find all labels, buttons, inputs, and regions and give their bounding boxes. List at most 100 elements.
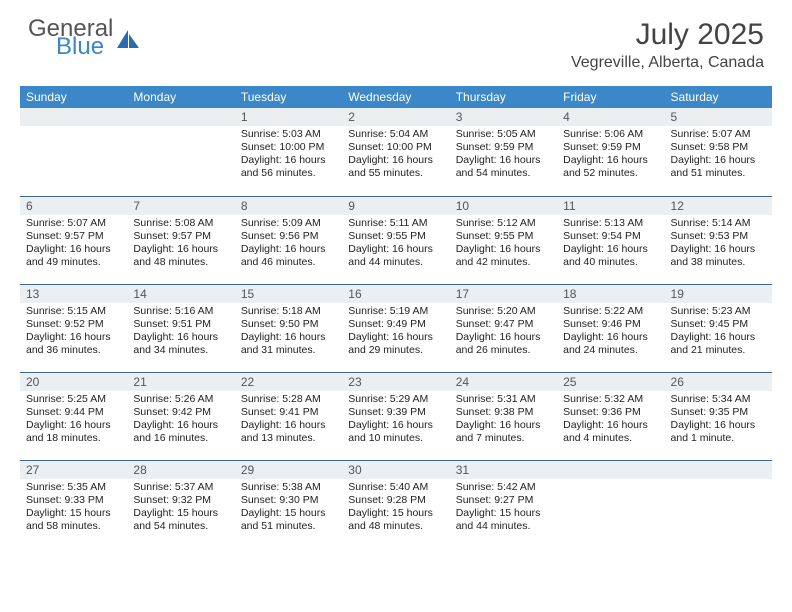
day-number: 11	[557, 197, 664, 215]
day-cell: 25Sunrise: 5:32 AMSunset: 9:36 PMDayligh…	[557, 372, 664, 460]
day-number: 28	[127, 461, 234, 479]
day-cell: 7Sunrise: 5:08 AMSunset: 9:57 PMDaylight…	[127, 196, 234, 284]
day-cell: 4Sunrise: 5:06 AMSunset: 9:59 PMDaylight…	[557, 108, 664, 196]
day-cell: 17Sunrise: 5:20 AMSunset: 9:47 PMDayligh…	[450, 284, 557, 372]
day-header-tuesday: Tuesday	[235, 86, 342, 108]
day-cell: 9Sunrise: 5:11 AMSunset: 9:55 PMDaylight…	[342, 196, 449, 284]
day-content: Sunrise: 5:09 AMSunset: 9:56 PMDaylight:…	[235, 215, 342, 274]
day-content: Sunrise: 5:08 AMSunset: 9:57 PMDaylight:…	[127, 215, 234, 274]
day-content: Sunrise: 5:42 AMSunset: 9:27 PMDaylight:…	[450, 479, 557, 538]
day-content: Sunrise: 5:06 AMSunset: 9:59 PMDaylight:…	[557, 126, 664, 185]
day-number: 16	[342, 285, 449, 303]
day-content: Sunrise: 5:15 AMSunset: 9:52 PMDaylight:…	[20, 303, 127, 362]
day-content: Sunrise: 5:29 AMSunset: 9:39 PMDaylight:…	[342, 391, 449, 450]
day-content: Sunrise: 5:28 AMSunset: 9:41 PMDaylight:…	[235, 391, 342, 450]
day-number: 3	[450, 108, 557, 126]
empty-cell	[20, 108, 127, 196]
day-number: 9	[342, 197, 449, 215]
week-row: 13Sunrise: 5:15 AMSunset: 9:52 PMDayligh…	[20, 284, 772, 372]
day-content: Sunrise: 5:20 AMSunset: 9:47 PMDaylight:…	[450, 303, 557, 362]
day-number: 17	[450, 285, 557, 303]
day-number: 10	[450, 197, 557, 215]
day-number: 14	[127, 285, 234, 303]
day-content: Sunrise: 5:13 AMSunset: 9:54 PMDaylight:…	[557, 215, 664, 274]
sail-icon	[117, 30, 139, 48]
day-number: 30	[342, 461, 449, 479]
day-number: 26	[665, 373, 772, 391]
day-number: 21	[127, 373, 234, 391]
day-number: 29	[235, 461, 342, 479]
day-number: 12	[665, 197, 772, 215]
day-number: 5	[665, 108, 772, 126]
day-content: Sunrise: 5:32 AMSunset: 9:36 PMDaylight:…	[557, 391, 664, 450]
day-header-wednesday: Wednesday	[342, 86, 449, 108]
day-number	[20, 108, 127, 126]
day-content: Sunrise: 5:07 AMSunset: 9:58 PMDaylight:…	[665, 126, 772, 185]
empty-cell	[127, 108, 234, 196]
week-row: 20Sunrise: 5:25 AMSunset: 9:44 PMDayligh…	[20, 372, 772, 460]
day-cell: 1Sunrise: 5:03 AMSunset: 10:00 PMDayligh…	[235, 108, 342, 196]
day-number	[557, 461, 664, 479]
day-number	[127, 108, 234, 126]
day-number: 20	[20, 373, 127, 391]
day-number: 31	[450, 461, 557, 479]
logo-text: General Blue	[28, 18, 113, 57]
day-content: Sunrise: 5:11 AMSunset: 9:55 PMDaylight:…	[342, 215, 449, 274]
day-cell: 5Sunrise: 5:07 AMSunset: 9:58 PMDaylight…	[665, 108, 772, 196]
location: Vegreville, Alberta, Canada	[571, 54, 764, 72]
day-cell: 3Sunrise: 5:05 AMSunset: 9:59 PMDaylight…	[450, 108, 557, 196]
day-header-monday: Monday	[127, 86, 234, 108]
day-content: Sunrise: 5:07 AMSunset: 9:57 PMDaylight:…	[20, 215, 127, 274]
day-header-thursday: Thursday	[450, 86, 557, 108]
day-number: 1	[235, 108, 342, 126]
day-number: 4	[557, 108, 664, 126]
day-content: Sunrise: 5:22 AMSunset: 9:46 PMDaylight:…	[557, 303, 664, 362]
day-cell: 6Sunrise: 5:07 AMSunset: 9:57 PMDaylight…	[20, 196, 127, 284]
day-number: 15	[235, 285, 342, 303]
calendar-header-row: SundayMondayTuesdayWednesdayThursdayFrid…	[20, 86, 772, 108]
day-cell: 27Sunrise: 5:35 AMSunset: 9:33 PMDayligh…	[20, 460, 127, 548]
day-cell: 20Sunrise: 5:25 AMSunset: 9:44 PMDayligh…	[20, 372, 127, 460]
week-row: 27Sunrise: 5:35 AMSunset: 9:33 PMDayligh…	[20, 460, 772, 548]
day-content: Sunrise: 5:18 AMSunset: 9:50 PMDaylight:…	[235, 303, 342, 362]
day-number: 25	[557, 373, 664, 391]
header: General Blue July 2025 Vegreville, Alber…	[0, 0, 792, 80]
day-cell: 10Sunrise: 5:12 AMSunset: 9:55 PMDayligh…	[450, 196, 557, 284]
day-cell: 30Sunrise: 5:40 AMSunset: 9:28 PMDayligh…	[342, 460, 449, 548]
day-number: 19	[665, 285, 772, 303]
day-content: Sunrise: 5:04 AMSunset: 10:00 PMDaylight…	[342, 126, 449, 185]
day-cell: 31Sunrise: 5:42 AMSunset: 9:27 PMDayligh…	[450, 460, 557, 548]
day-content: Sunrise: 5:25 AMSunset: 9:44 PMDaylight:…	[20, 391, 127, 450]
day-cell: 28Sunrise: 5:37 AMSunset: 9:32 PMDayligh…	[127, 460, 234, 548]
day-content: Sunrise: 5:16 AMSunset: 9:51 PMDaylight:…	[127, 303, 234, 362]
day-number: 13	[20, 285, 127, 303]
day-content: Sunrise: 5:12 AMSunset: 9:55 PMDaylight:…	[450, 215, 557, 274]
day-number	[665, 461, 772, 479]
week-row: 6Sunrise: 5:07 AMSunset: 9:57 PMDaylight…	[20, 196, 772, 284]
day-header-saturday: Saturday	[665, 86, 772, 108]
day-number: 24	[450, 373, 557, 391]
day-number: 8	[235, 197, 342, 215]
day-number: 2	[342, 108, 449, 126]
day-number: 18	[557, 285, 664, 303]
day-cell: 2Sunrise: 5:04 AMSunset: 10:00 PMDayligh…	[342, 108, 449, 196]
day-content: Sunrise: 5:40 AMSunset: 9:28 PMDaylight:…	[342, 479, 449, 538]
empty-cell	[665, 460, 772, 548]
day-cell: 16Sunrise: 5:19 AMSunset: 9:49 PMDayligh…	[342, 284, 449, 372]
calendar-table: SundayMondayTuesdayWednesdayThursdayFrid…	[20, 86, 772, 548]
day-number: 6	[20, 197, 127, 215]
day-cell: 14Sunrise: 5:16 AMSunset: 9:51 PMDayligh…	[127, 284, 234, 372]
day-cell: 29Sunrise: 5:38 AMSunset: 9:30 PMDayligh…	[235, 460, 342, 548]
day-content: Sunrise: 5:03 AMSunset: 10:00 PMDaylight…	[235, 126, 342, 185]
logo: General Blue	[28, 18, 139, 57]
day-header-friday: Friday	[557, 86, 664, 108]
day-content: Sunrise: 5:26 AMSunset: 9:42 PMDaylight:…	[127, 391, 234, 450]
week-row: 1Sunrise: 5:03 AMSunset: 10:00 PMDayligh…	[20, 108, 772, 196]
day-content: Sunrise: 5:19 AMSunset: 9:49 PMDaylight:…	[342, 303, 449, 362]
day-content: Sunrise: 5:23 AMSunset: 9:45 PMDaylight:…	[665, 303, 772, 362]
day-content: Sunrise: 5:14 AMSunset: 9:53 PMDaylight:…	[665, 215, 772, 274]
month-title: July 2025	[571, 18, 764, 52]
day-number: 27	[20, 461, 127, 479]
day-cell: 21Sunrise: 5:26 AMSunset: 9:42 PMDayligh…	[127, 372, 234, 460]
day-content: Sunrise: 5:35 AMSunset: 9:33 PMDaylight:…	[20, 479, 127, 538]
